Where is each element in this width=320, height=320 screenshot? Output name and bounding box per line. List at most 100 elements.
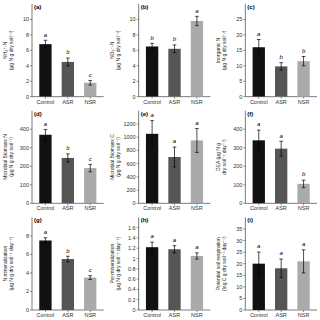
error-cap xyxy=(150,242,154,243)
y-axis-line xyxy=(32,217,33,310)
x-tick-label: NSR xyxy=(298,312,310,318)
significance-letter: a xyxy=(44,121,48,127)
marks xyxy=(146,121,203,204)
y-tick-label: 0 xyxy=(26,94,29,100)
error-cap xyxy=(173,52,177,53)
y-axis-label-line: (μg N g dry soil⁻¹) xyxy=(8,30,14,70)
error-cap xyxy=(195,252,199,253)
panel-label: (a) xyxy=(34,4,41,10)
y-axis-label: NO₃⁻-N(μg N g dry soil⁻¹) xyxy=(109,30,121,70)
y-axis-label: N mineralization(μg N g dry soil⁻¹ day⁻¹… xyxy=(2,237,14,291)
marks xyxy=(253,130,310,203)
error-cap xyxy=(279,277,283,278)
significance-letter: a xyxy=(173,237,177,243)
y-tick-label: 6 xyxy=(26,47,29,53)
significance-letter: a xyxy=(195,8,199,14)
error-cap xyxy=(279,141,283,142)
error-cap xyxy=(173,44,177,45)
y-tick-label: 2 xyxy=(133,78,136,84)
error-cap xyxy=(66,58,70,59)
y-axis-label-line: (μg N g dry soil⁻¹) xyxy=(115,137,121,177)
error-cap xyxy=(88,80,92,81)
y-tick-label: 35 xyxy=(236,226,242,232)
error-cap xyxy=(150,147,154,148)
bar xyxy=(146,46,158,96)
y-tick-label: 20 xyxy=(236,261,242,267)
error-bar xyxy=(173,246,177,253)
error-cap xyxy=(279,156,283,157)
y-tick-label: 10 xyxy=(236,284,242,290)
bar xyxy=(168,49,180,97)
y-tick-label: 0 xyxy=(133,94,136,100)
error-cap xyxy=(44,48,48,49)
panel: 02468ControlASRNSRabc(g)N mineralization… xyxy=(2,217,104,318)
y-axis-label: Pot mineralization(μg N g dry soil⁻¹ day… xyxy=(109,237,121,291)
y-axis-label-line: (μg N g dry soil⁻¹) xyxy=(115,30,121,70)
y-axis-line xyxy=(138,217,139,310)
error-cap xyxy=(44,237,48,238)
error-bar xyxy=(150,121,154,147)
error-cap xyxy=(88,275,92,276)
y-tick-label: 1.2 xyxy=(128,245,136,251)
y-tick-label: 2 xyxy=(26,78,29,84)
x-tick-label: ASR xyxy=(62,205,73,211)
y-tick-label: 1.6 xyxy=(128,225,136,231)
error-line xyxy=(196,253,197,259)
bar xyxy=(275,149,287,204)
y-tick-label: 25 xyxy=(236,16,242,22)
x-tick-label: NSR xyxy=(191,312,203,318)
significance-letter: a xyxy=(44,229,48,235)
error-line xyxy=(45,238,46,244)
x-tick-label: Control xyxy=(37,312,55,318)
y-tick-label: 800 xyxy=(126,147,135,153)
y-tick-label: 20 xyxy=(236,32,242,38)
significance-letter: b xyxy=(150,35,154,41)
significance-letter: b xyxy=(66,49,70,55)
y-tick-label: 4 xyxy=(26,270,29,276)
x-tick-label: ASR xyxy=(169,99,180,105)
panel: 0100200300400ControlASRNSRaab(f)DEA (μg … xyxy=(215,111,317,212)
significance-letter: a xyxy=(279,250,283,256)
panel: 00.20.40.60.811.21.41.6ControlASRNSRaaa(… xyxy=(109,217,211,318)
error-line xyxy=(90,164,91,171)
y-tick-label: 1 xyxy=(133,256,136,262)
y-tick-label: 30 xyxy=(236,238,242,244)
x-tick-label: Control xyxy=(250,312,268,318)
error-cap xyxy=(302,180,306,181)
marks xyxy=(146,242,203,310)
error-cap xyxy=(150,252,154,253)
error-bar xyxy=(150,43,154,49)
significance-letter: c xyxy=(89,267,92,273)
error-line xyxy=(174,45,175,53)
significance-letter: a xyxy=(257,243,261,249)
error-cap xyxy=(66,65,70,66)
marks xyxy=(39,130,96,204)
error-cap xyxy=(88,171,92,172)
x-tick-label: NSR xyxy=(298,205,310,211)
error-cap xyxy=(302,65,306,66)
significance-letter: a xyxy=(302,241,306,247)
x-tick-label: NSR xyxy=(84,205,96,211)
error-line xyxy=(196,129,197,153)
x-tick-label: Control xyxy=(37,99,55,105)
error-cap xyxy=(66,256,70,257)
y-axis-line xyxy=(32,111,33,204)
y-axis-label: NH₄⁺-N(μg N g dry soil⁻¹) xyxy=(2,30,14,70)
error-cap xyxy=(302,249,306,250)
error-bar xyxy=(66,154,70,162)
x-tick-label: ASR xyxy=(276,312,287,318)
error-cap xyxy=(66,261,70,262)
y-axis-label: Inorganic N(μg N g dry soil⁻¹) xyxy=(215,30,227,70)
error-bar xyxy=(173,45,177,53)
y-tick-label: 10 xyxy=(130,16,136,22)
bar xyxy=(168,249,180,310)
error-bar xyxy=(150,242,154,252)
marks xyxy=(146,16,203,96)
y-tick-label: 300 xyxy=(233,145,242,151)
error-bar xyxy=(279,63,283,70)
error-line xyxy=(67,256,68,262)
x-tick-label: ASR xyxy=(276,205,287,211)
error-bar xyxy=(88,164,92,171)
error-cap xyxy=(173,252,177,253)
error-cap xyxy=(150,120,154,121)
